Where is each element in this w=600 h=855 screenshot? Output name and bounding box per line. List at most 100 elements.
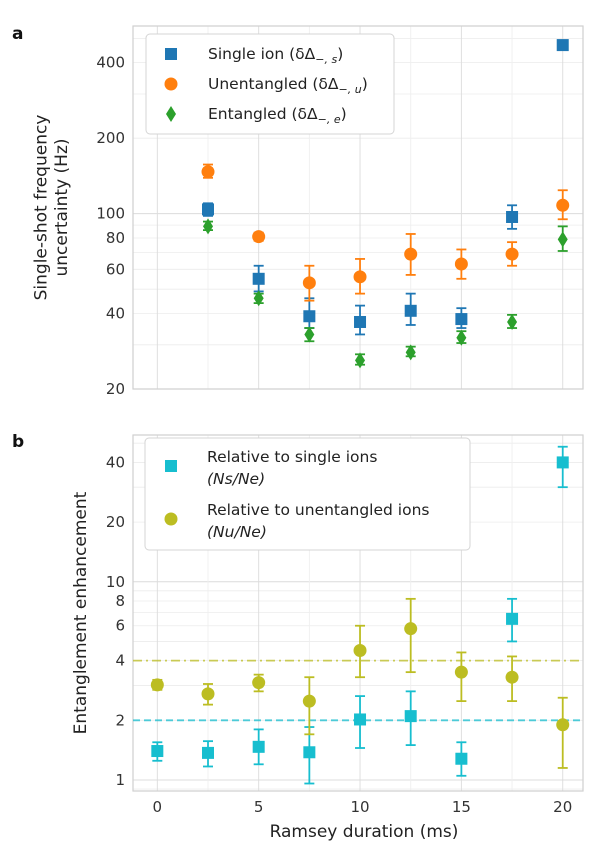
data-point-circle: [505, 247, 519, 261]
data-point-square: [506, 612, 519, 625]
plot-frame: [132, 25, 584, 390]
data-point-circle: [353, 270, 367, 284]
series-1: [201, 163, 570, 302]
data-point-circle: [302, 276, 316, 290]
data-point-square: [556, 456, 569, 469]
x-tick-label: 10: [350, 798, 369, 816]
data-point-square: [506, 210, 519, 223]
data-point-circle: [454, 665, 468, 679]
data-point-circle: [201, 687, 215, 701]
legend-label-line2: (Nu/Ne): [207, 523, 267, 541]
x-tick-label: 20: [553, 798, 572, 816]
y-tick-label: 20: [106, 513, 125, 531]
y-tick-label: 4: [115, 652, 125, 670]
data-point-circle: [252, 676, 266, 690]
data-point-square: [252, 272, 265, 285]
legend-marker-diamond: [166, 106, 176, 122]
legend-label-close: ): [362, 75, 368, 93]
data-point-square: [354, 713, 367, 726]
data-point-square: [455, 313, 468, 326]
legend-label-close: ): [337, 45, 343, 63]
x-tick-label: 15: [452, 798, 471, 816]
data-point-circle: [150, 678, 164, 692]
legend-label-line2: (Ns/Ne): [207, 470, 265, 488]
legend: Relative to single ions (Ns/Ne) Relative t…: [144, 437, 471, 551]
data-point-diamond: [253, 290, 264, 307]
data-point-square: [354, 315, 367, 328]
legend-label-sub: −, e: [318, 113, 341, 126]
legend-label-main: Single ion (δΔ: [208, 45, 316, 63]
y-tick-label: 60: [106, 260, 125, 278]
data-point-circle: [404, 622, 418, 636]
data-point-circle: [252, 230, 266, 244]
y-tick-label: 200: [96, 129, 125, 147]
series-1: [150, 597, 570, 769]
y-tick-label: 1: [115, 771, 125, 789]
data-point-circle: [556, 718, 570, 732]
series-0: [151, 445, 569, 785]
data-point-diamond: [507, 313, 518, 330]
panel-label: a: [12, 24, 23, 44]
legend-label: Single ion (δΔ−, s): [208, 45, 343, 66]
data-point-square: [303, 746, 316, 759]
data-point-circle: [454, 257, 468, 271]
series-0: [202, 39, 569, 336]
legend: Single ion (δΔ−, s)Unentangled (δΔ−, u)E…: [145, 33, 395, 135]
data-point-square: [151, 745, 164, 758]
legend-box: [145, 33, 395, 135]
legend-label-sub: −, s: [315, 53, 337, 66]
data-point-diamond: [405, 344, 416, 361]
data-point-diamond: [456, 329, 467, 346]
data-point-diamond: [203, 218, 213, 235]
legend-label-line1: Relative to unentangled ions: [207, 501, 429, 519]
data-point-square: [404, 710, 417, 723]
y-axis-label: Single-shot frequencyuncertainty (Hz): [32, 115, 72, 301]
data-point-diamond: [304, 326, 315, 343]
y-tick-label: 400: [96, 54, 125, 72]
y-tick-label: 6: [115, 617, 125, 635]
x-axis-label: Ramsey duration (ms): [270, 822, 459, 842]
y-axis-label: Entanglement enhancement: [71, 491, 91, 734]
panel-a: a 20 40 60 80 100 200 400 Single-shot frequencyu…: [12, 24, 584, 398]
y-tick-label: 100: [96, 205, 125, 223]
legend-label: Entangled (δΔ−, e): [208, 105, 347, 126]
data-point-square: [556, 39, 569, 52]
data-point-circle: [302, 694, 316, 708]
y-axis-label-line: Single-shot frequency: [32, 115, 52, 301]
x-tick-label: 0: [153, 798, 163, 816]
y-tick-label: 2: [115, 711, 125, 729]
x-tick-label: 5: [254, 798, 264, 816]
data-point-square: [202, 203, 214, 216]
y-axis-label-line: uncertainty (Hz): [52, 138, 72, 276]
legend-label-close: ): [341, 105, 347, 123]
data-point-circle: [556, 198, 570, 212]
panel-label: b: [12, 432, 24, 452]
data-point-square: [404, 304, 417, 317]
data-point-circle: [404, 247, 418, 261]
y-tick-label: 20: [106, 380, 125, 398]
data-point-square: [455, 752, 468, 765]
legend-label: Unentangled (δΔ−, u): [208, 75, 368, 96]
y-tick-label: 8: [115, 592, 125, 610]
data-point-square: [303, 310, 316, 323]
data-point-square: [202, 746, 214, 759]
data-point-circle: [353, 644, 367, 658]
data-point-circle: [505, 670, 519, 684]
legend-label-main: Entangled (δΔ: [208, 105, 318, 123]
data-point-square: [252, 740, 265, 753]
data-point-diamond: [557, 231, 568, 248]
legend-marker-circle: [164, 77, 178, 91]
plot-frame: [132, 434, 584, 792]
series-2: [203, 218, 568, 369]
legend-label-line1: Relative to single ions: [207, 448, 377, 466]
legend-box: [144, 437, 471, 551]
data-point-diamond: [355, 352, 366, 369]
legend-label-sub: −, u: [339, 83, 362, 96]
legend-marker-circle: [164, 512, 178, 526]
y-tick-label: 40: [106, 304, 125, 322]
legend-marker-square: [165, 460, 177, 472]
legend-label-main: Unentangled (δΔ: [208, 75, 339, 93]
y-tick-label: 40: [106, 453, 125, 471]
